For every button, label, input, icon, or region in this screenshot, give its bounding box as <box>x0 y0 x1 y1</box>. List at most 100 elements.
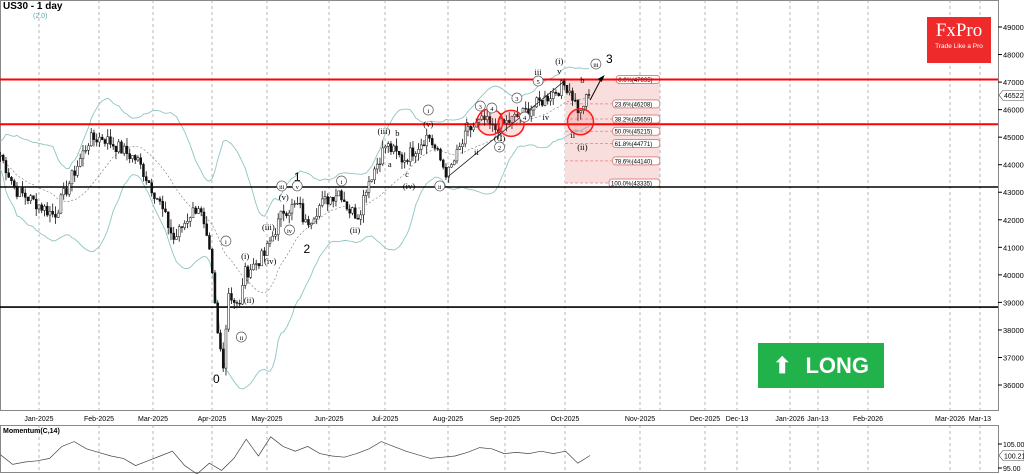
candle-body <box>562 80 566 86</box>
y-tick-label: 39000 <box>1003 298 1024 307</box>
wave-label: b <box>395 128 399 138</box>
candle <box>111 137 115 150</box>
candle <box>428 134 431 143</box>
wave-label-circle <box>519 111 530 123</box>
candle <box>260 248 263 267</box>
wave-label: c <box>405 169 409 179</box>
candle <box>532 106 536 117</box>
candle <box>279 210 283 227</box>
candle-body <box>274 234 277 237</box>
candle-body <box>128 153 131 159</box>
candle-body <box>246 266 250 278</box>
candle-body <box>73 170 76 176</box>
wave-label: b <box>580 75 584 85</box>
fib-level-label: 78.6%(44140) <box>615 159 653 165</box>
candle-body <box>95 139 98 143</box>
candle <box>301 198 305 225</box>
x-tick-label: Aug-2025 <box>433 416 463 423</box>
wave-label-circle <box>422 104 434 116</box>
candle <box>29 193 32 204</box>
wave-label-circle <box>336 175 347 187</box>
y-tick-label: 48000 <box>1003 51 1024 60</box>
candle <box>554 89 558 96</box>
candle <box>507 112 511 125</box>
wave-label: 1 <box>294 170 301 184</box>
candle <box>43 204 46 217</box>
candle <box>576 99 580 121</box>
momentum-label: Momentum(C,14) <box>3 428 60 435</box>
candle <box>133 154 137 164</box>
candle <box>246 264 250 284</box>
y-tick-label: 40000 <box>1003 271 1024 280</box>
candle-body <box>191 207 195 219</box>
candle-body <box>4 160 8 174</box>
candle <box>381 140 384 166</box>
candle-body <box>309 222 313 226</box>
candle <box>494 118 497 134</box>
candle-body <box>532 106 536 111</box>
candle <box>400 152 404 169</box>
candle-body <box>472 126 475 131</box>
candle-body <box>197 208 200 214</box>
candle <box>208 232 211 250</box>
candle <box>191 202 195 219</box>
candle-body <box>155 198 159 200</box>
candle <box>37 204 41 214</box>
candle <box>458 142 461 151</box>
candle <box>177 224 181 242</box>
candle-body <box>227 293 230 330</box>
candle-body <box>290 204 294 214</box>
candle <box>10 175 13 185</box>
candle <box>12 178 16 190</box>
candle-body <box>485 116 489 121</box>
long-signal-button[interactable]: ⬆ LONG <box>758 343 884 388</box>
candle-body <box>67 183 71 195</box>
candle <box>15 181 19 200</box>
candle <box>161 195 164 217</box>
candle-body <box>224 328 228 369</box>
candle-body <box>15 185 19 197</box>
candle <box>210 247 214 274</box>
wave-label: 2 <box>498 145 501 152</box>
candle-body <box>243 266 247 286</box>
y-tick-label: 42000 <box>1003 216 1024 225</box>
logo-tagline: Trade Like a Pro <box>935 43 983 50</box>
y-tick-label: 38000 <box>1003 326 1024 335</box>
candle <box>252 258 255 271</box>
candle <box>364 189 368 203</box>
candle <box>565 84 569 95</box>
candle <box>477 118 481 128</box>
momentum-panel-frame <box>0 425 999 473</box>
candle-body <box>364 192 368 196</box>
candle <box>309 222 313 230</box>
candle <box>285 211 288 219</box>
candle <box>422 139 426 147</box>
candle-body <box>414 153 417 157</box>
wave-label: 3 <box>515 96 518 103</box>
candle-body <box>131 155 134 159</box>
candle-body <box>252 263 255 271</box>
x-tick-label: Dec-13 <box>726 416 749 423</box>
candle-body <box>323 196 327 200</box>
candle-body <box>29 195 32 202</box>
candle-body <box>466 126 470 132</box>
candle <box>433 143 437 152</box>
wave-label: (ii) <box>244 295 255 305</box>
candle-body <box>139 157 142 165</box>
wave-label: iv <box>542 112 549 122</box>
candle-body <box>254 263 258 265</box>
candle <box>395 138 398 160</box>
wave-label-circle <box>220 235 232 247</box>
candle <box>254 259 258 271</box>
candle <box>153 192 156 204</box>
candle-body <box>7 172 10 178</box>
candle <box>472 122 475 132</box>
candle <box>95 133 98 147</box>
candle-body <box>109 136 112 145</box>
candle-body <box>348 208 351 214</box>
candle-body <box>296 203 299 205</box>
candle <box>439 147 442 162</box>
candle-body <box>370 179 373 182</box>
candle <box>23 188 27 205</box>
